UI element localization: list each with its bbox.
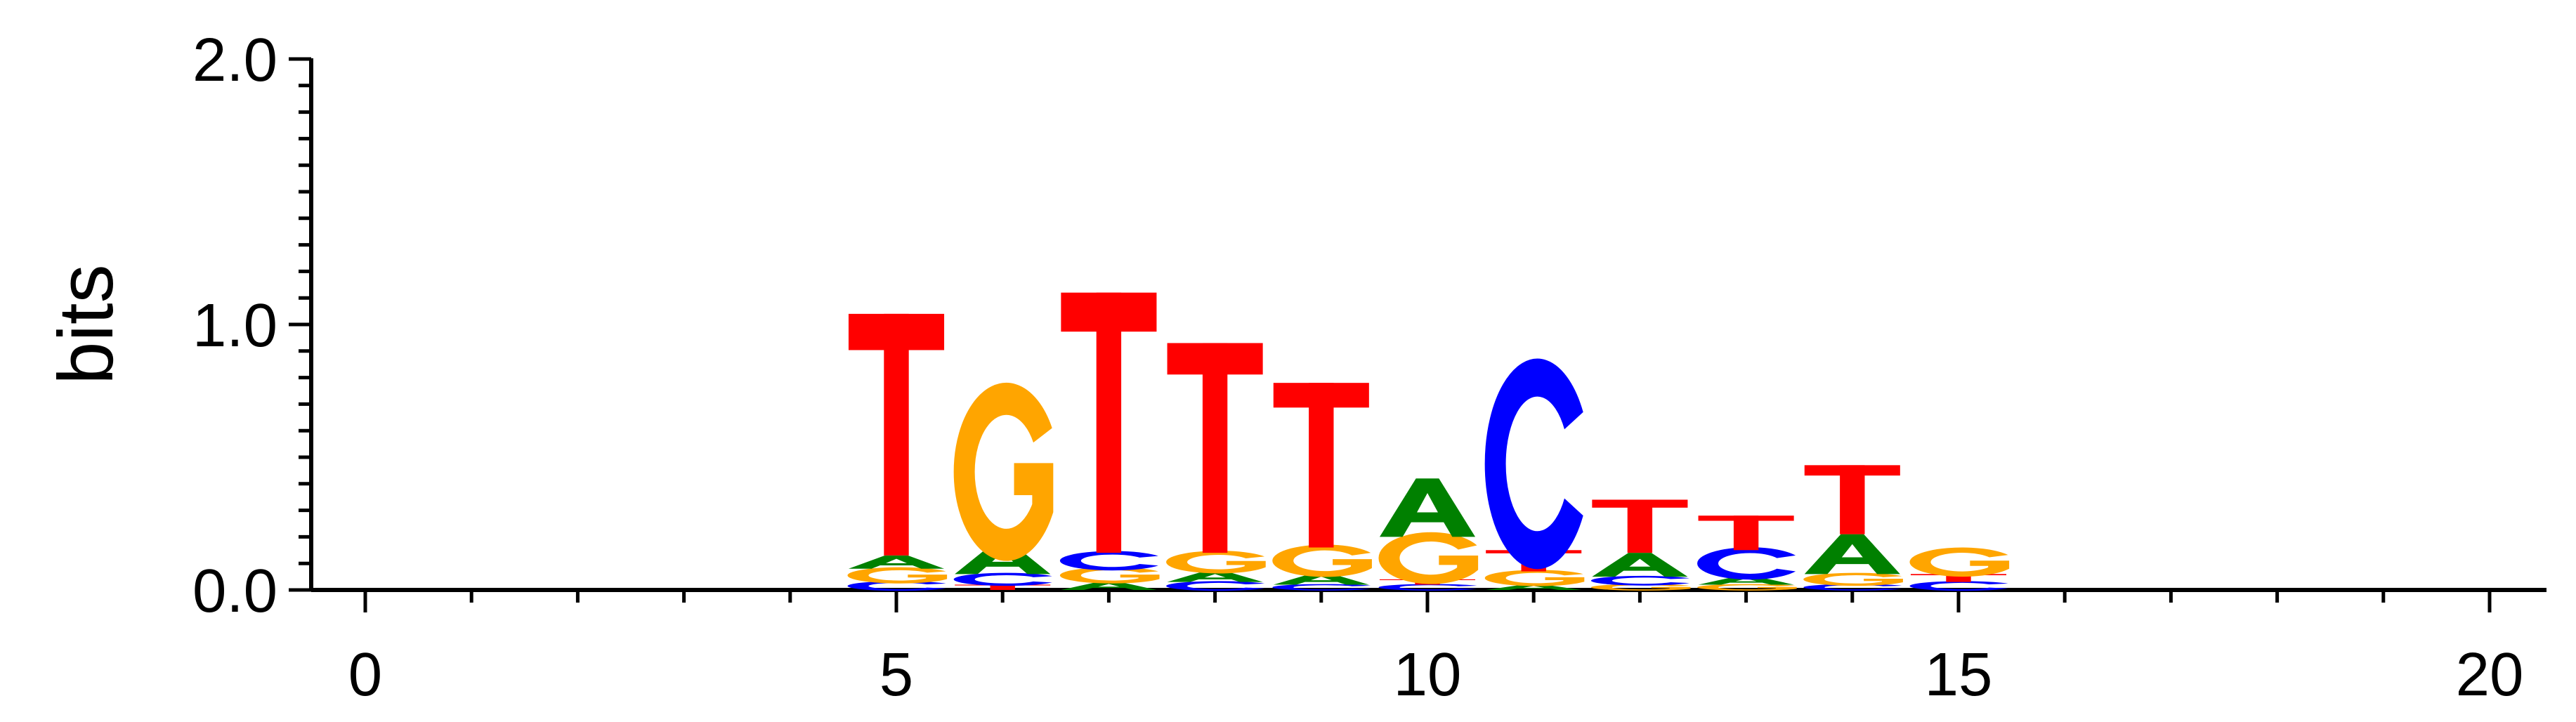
y-tick-label: 0.0 [192,557,277,625]
logo-letter-t [1167,343,1263,553]
axes: bits [43,58,2546,592]
logo-letter-t [1804,465,1900,534]
logo-letter-t [1061,292,1157,553]
logo-letter-c [1909,581,2008,591]
logo-letter-t [1273,383,1369,548]
logo-letter-g [1272,544,1372,577]
logo-letter-a [848,555,945,569]
logo-letter-c [1166,581,1265,591]
logo-letter-g [1697,584,1797,591]
logo-letter-c [1697,547,1796,580]
logo-letter-a [1698,577,1794,585]
logo-letter-a [1592,553,1688,577]
x-tick-label: 0 [348,641,382,709]
y-tick-label: 2.0 [192,26,277,94]
x-tick-label: 20 [2456,641,2524,709]
logo-letter-a [1804,534,1900,575]
logo-letter-c [1272,584,1371,591]
logo-letter-g [1059,567,1160,584]
logo-letter-g [1909,547,2010,577]
logo-letter-t [1698,516,1794,551]
logo-letter-g [1378,532,1479,584]
logo-letter-c [1378,584,1477,591]
y-tick-label: 1.0 [192,291,277,360]
logo-letter-c [953,572,1052,586]
logo-letter-c [1484,358,1583,570]
logo-letter-g [953,383,1054,561]
logo-letter-c [1059,551,1158,571]
logo-letter-t [1592,499,1688,553]
x-tick-label: 10 [1394,641,1462,709]
logo-letter-a [955,544,1051,575]
logo-letter-g [847,567,948,584]
logo-letters [847,292,2010,591]
logo-letter-a [1273,574,1369,585]
logo-letter-g [1484,570,1585,586]
logo-letter-c [1590,575,1689,586]
logo-letter-g [1166,551,1266,574]
logo-letter-g [1803,572,1903,586]
logo-letter-a [1379,478,1476,537]
ticks: 0 5 10 15 20 0.0 1.0 2.0 [192,26,2523,709]
x-tick-label: 5 [880,641,913,709]
logo-letter-a [1486,584,1582,590]
x-tick-label: 15 [1925,641,1993,709]
y-axis-title: bits [43,264,129,384]
logo-letter-a [1061,582,1157,590]
logo-letter-t [848,313,945,556]
logo-letter-a [1167,571,1263,582]
